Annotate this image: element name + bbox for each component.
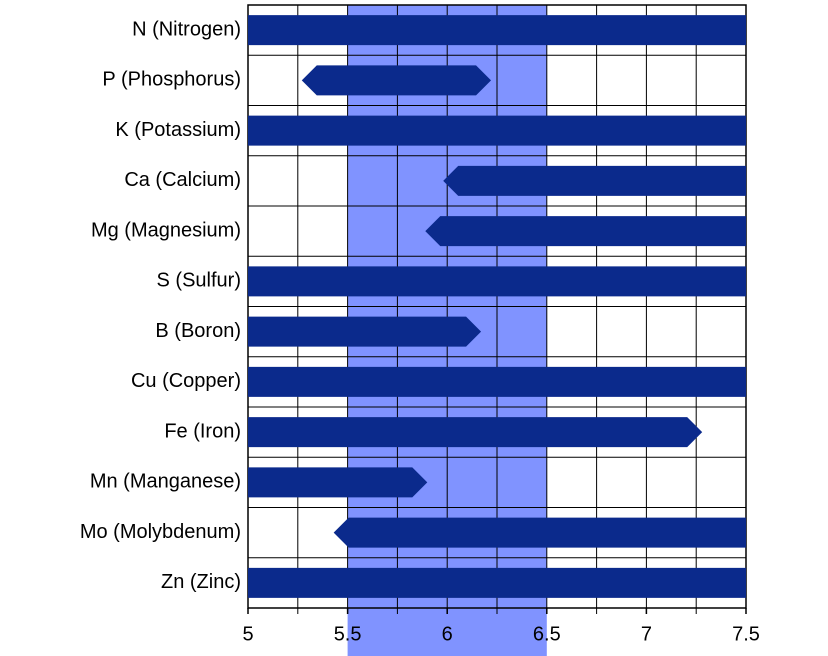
range-bar bbox=[248, 567, 746, 598]
x-tick-label: 5.5 bbox=[334, 623, 362, 645]
plot-border bbox=[247, 4, 747, 609]
y-tick-label: Cu (Copper) bbox=[131, 370, 241, 392]
range-bar bbox=[333, 517, 746, 548]
range-bar bbox=[248, 467, 428, 498]
y-tick-label: N (Nitrogen) bbox=[132, 18, 241, 40]
range-bar bbox=[248, 15, 746, 46]
range-bar bbox=[248, 366, 746, 397]
range-bar bbox=[248, 266, 746, 297]
y-tick-label: Zn (Zinc) bbox=[161, 571, 241, 593]
y-tick-label: S (Sulfur) bbox=[157, 270, 241, 292]
range-bar bbox=[443, 165, 746, 196]
x-tick-label: 5 bbox=[242, 623, 253, 645]
range-bar bbox=[248, 316, 482, 347]
y-tick-label: Mn (Manganese) bbox=[90, 471, 241, 493]
range-bar bbox=[248, 417, 703, 448]
y-tick-label: Fe (Iron) bbox=[164, 420, 241, 442]
y-tick-label: K (Potassium) bbox=[115, 119, 241, 141]
x-tick-label: 7.5 bbox=[732, 623, 760, 645]
x-tick-label: 6 bbox=[442, 623, 453, 645]
x-tick-label: 7 bbox=[641, 623, 652, 645]
y-tick-label: Mo (Molybdenum) bbox=[80, 521, 241, 543]
x-tick-label: 6.5 bbox=[533, 623, 561, 645]
y-tick-label: P (Phosphorus) bbox=[102, 69, 241, 91]
y-tick-label: Ca (Calcium) bbox=[124, 169, 241, 191]
y-tick-label: Mg (Magnesium) bbox=[91, 219, 241, 241]
range-bar bbox=[301, 65, 492, 96]
y-tick-label: B (Boron) bbox=[155, 320, 241, 342]
range-bar bbox=[248, 115, 746, 146]
range-bar bbox=[425, 216, 746, 247]
